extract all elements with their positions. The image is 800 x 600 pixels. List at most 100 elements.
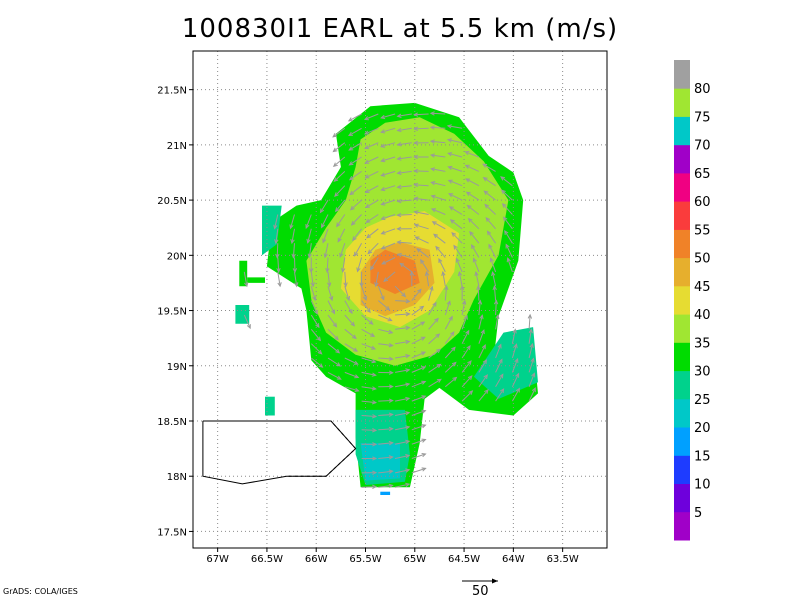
wind-vector — [294, 257, 296, 273]
wind-vector — [395, 369, 410, 373]
reference-arrowhead — [492, 578, 498, 584]
x-tick-label: 66W — [305, 554, 328, 565]
wind-vector — [411, 467, 426, 474]
wind-vector — [451, 232, 463, 244]
wind-vectors-layer — [243, 111, 536, 490]
wind-vector — [294, 271, 298, 287]
wind-vector — [348, 127, 362, 136]
wind-vector — [415, 236, 429, 244]
wind-vector-head — [416, 247, 422, 253]
colorbar-swatch — [674, 60, 690, 89]
wind-vector-head — [413, 168, 419, 174]
wind-vector-head — [347, 117, 353, 122]
wind-vector — [361, 429, 377, 431]
wind-vector — [344, 386, 359, 392]
colorbar-swatch — [674, 144, 690, 174]
wind-vector — [420, 259, 430, 273]
wind-vector-head — [335, 348, 341, 354]
wind-vector-head — [364, 159, 370, 164]
wind-vector-head — [447, 165, 453, 171]
wind-vector-head — [495, 313, 500, 320]
wind-vector — [381, 156, 396, 162]
wind-vector — [438, 258, 446, 273]
wind-vector — [334, 185, 346, 197]
wind-vector-head — [529, 342, 534, 349]
wind-vector — [349, 170, 362, 181]
wind-vector — [411, 439, 426, 445]
wind-vector — [361, 343, 376, 350]
wind-vector — [477, 286, 480, 301]
wind-vector-head — [472, 257, 477, 263]
wind-vector — [361, 314, 374, 325]
wind-cell-d — [265, 396, 275, 416]
wind-vector — [310, 286, 316, 301]
wind-vector-head — [396, 198, 402, 204]
wind-vector — [397, 113, 412, 117]
wind-vector — [378, 400, 393, 402]
wind-vector — [361, 357, 376, 363]
wind-vector-head — [413, 182, 419, 188]
colorbar-swatch — [674, 285, 690, 315]
colorbar-swatch — [674, 342, 690, 372]
wind-vector-head — [413, 140, 419, 146]
wind-vector — [492, 271, 497, 287]
wind-vector — [467, 205, 480, 215]
wind-vector-head — [421, 467, 427, 472]
wind-vector-head — [476, 285, 481, 291]
wind-vector-head — [484, 203, 490, 209]
wind-vector — [381, 257, 396, 265]
wind-vector — [428, 333, 440, 345]
wind-vector-head — [348, 175, 354, 181]
wind-vector — [430, 112, 446, 115]
wind-vector-head — [436, 348, 442, 354]
wind-vector-head — [289, 224, 294, 230]
wind-vector — [348, 113, 362, 122]
wind-vector-head — [307, 253, 312, 259]
colorbar-label: 5 — [694, 506, 702, 521]
wind-vector-head — [500, 189, 506, 195]
wind-vector-head — [531, 387, 536, 393]
wind-vector-head — [381, 260, 387, 265]
wind-vector — [354, 242, 363, 257]
wind-vector — [465, 164, 480, 172]
wind-vector-head — [453, 244, 458, 250]
wind-vector-head — [364, 174, 370, 179]
wind-vector-head — [325, 268, 330, 274]
wind-vector — [416, 248, 429, 258]
wind-vector-head — [276, 268, 281, 274]
wind-vector-head — [380, 201, 386, 206]
wind-vector-head — [512, 328, 517, 334]
colorbar-label: 60 — [694, 195, 711, 210]
wind-vector — [431, 168, 446, 172]
wind-vector — [414, 170, 429, 172]
wind-vector — [310, 328, 321, 341]
wind-vector-head — [420, 258, 425, 264]
colorbar-label: 45 — [694, 280, 711, 295]
wind-vector-head — [424, 270, 430, 276]
wind-vector — [394, 483, 410, 488]
wind-vector — [447, 139, 463, 144]
wind-vector — [349, 185, 362, 195]
wind-vector — [478, 359, 487, 373]
wind-vector-head — [429, 285, 434, 291]
wind-vector-head — [405, 454, 411, 459]
wind-vector-head — [447, 179, 453, 184]
wind-vector — [320, 199, 329, 213]
wind-vector — [377, 300, 390, 311]
wind-vector — [461, 345, 471, 359]
wind-vector — [361, 486, 377, 488]
wind-vector — [310, 300, 318, 315]
wind-vector-head — [372, 470, 378, 475]
wind-vector-head — [275, 253, 280, 259]
wind-vector — [292, 243, 295, 258]
wind-vector-head — [502, 216, 508, 222]
wind-vector-head — [337, 237, 342, 243]
wind-vector — [430, 140, 446, 144]
wind-vector — [342, 257, 346, 272]
wind-vector-head — [322, 238, 327, 244]
wind-vector-head — [380, 215, 386, 221]
wind-vector — [378, 442, 393, 445]
wind-vector-head — [513, 343, 518, 349]
wind-vector-head — [464, 151, 470, 156]
wind-vector — [448, 166, 463, 172]
